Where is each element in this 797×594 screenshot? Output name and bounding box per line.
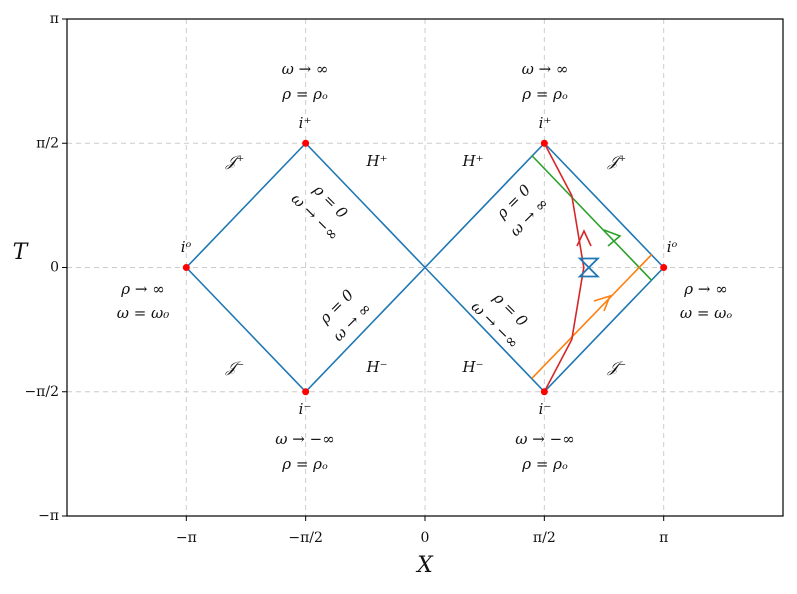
- y-tick-label: π: [50, 11, 59, 27]
- annotation: ρ = ρₒ: [521, 455, 568, 473]
- series-line: [543, 142, 585, 393]
- annotation: i⁻: [539, 400, 552, 418]
- annotation: ω → ∞: [282, 60, 329, 78]
- y-tick-label: π/2: [36, 135, 59, 151]
- point: [182, 264, 190, 271]
- annotation: ω → −∞: [275, 430, 334, 448]
- annotation: 𝒥⁺: [225, 152, 244, 170]
- y-tick-label: 0: [50, 260, 59, 276]
- series-line: [531, 154, 653, 282]
- annotation: H⁻: [366, 358, 388, 376]
- annotation: ω = ω₀: [117, 304, 170, 322]
- point: [302, 139, 310, 147]
- y-tick-label: −π/2: [24, 384, 59, 400]
- annotation: H⁺: [366, 152, 388, 170]
- x-tick-label: π: [659, 530, 668, 546]
- annotation: ρ = ρₒ: [281, 455, 328, 473]
- annotation: ρ = ρₒ: [521, 85, 568, 103]
- point: [302, 388, 310, 396]
- x-tick-label: −π/2: [288, 530, 323, 546]
- plot-frame: [66, 18, 784, 517]
- point: [660, 264, 668, 271]
- y-tick-label: −π: [38, 508, 59, 524]
- annotation: ω → ∞: [522, 60, 569, 78]
- annotation: i⁺: [539, 114, 552, 132]
- annotation: 𝒥⁻: [607, 358, 626, 376]
- y-axis-label: T: [13, 240, 30, 265]
- annotation: i⁺: [299, 114, 312, 132]
- annotation: ρ = ρₒ: [281, 85, 328, 103]
- x-axis-label: X: [415, 553, 434, 578]
- direction-arrow: [603, 229, 622, 247]
- series-line: [531, 253, 653, 380]
- annotation: ρ → ∞: [683, 280, 727, 298]
- x-tick-label: −π: [176, 530, 197, 546]
- annotation: iᵒ: [667, 238, 678, 256]
- annotation: H⁺: [462, 152, 484, 170]
- annotation: ω = ωₒ: [680, 304, 733, 322]
- annotation: H⁻: [462, 358, 484, 376]
- x-tick-label: π/2: [533, 530, 556, 546]
- annotation: i⁻: [299, 400, 312, 418]
- annotation: 𝒥⁺: [607, 152, 626, 170]
- point: [540, 139, 548, 147]
- hourglass-marker: [577, 257, 600, 278]
- annotation: iᵒ: [181, 238, 192, 256]
- point: [540, 388, 548, 396]
- direction-arrow: [576, 229, 592, 247]
- direction-arrow: [593, 294, 612, 312]
- annotation: ω → −∞: [515, 430, 574, 448]
- x-tick-label: 0: [421, 530, 430, 546]
- annotation: 𝒥⁻: [225, 358, 244, 376]
- annotation: ρ → ∞: [120, 280, 164, 298]
